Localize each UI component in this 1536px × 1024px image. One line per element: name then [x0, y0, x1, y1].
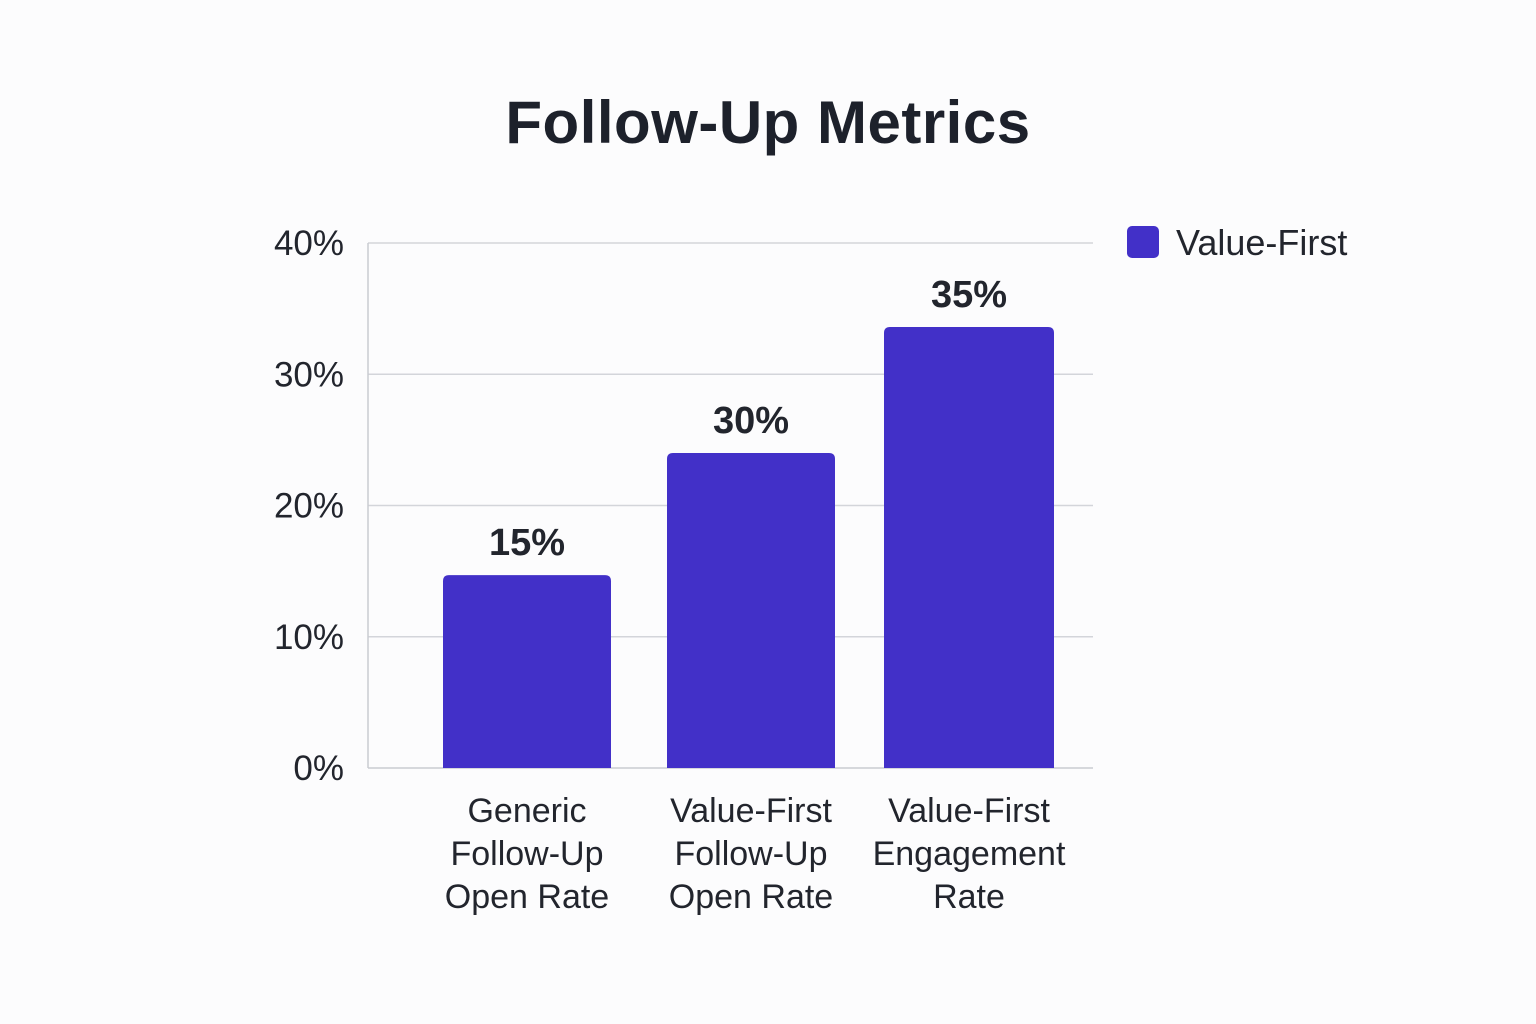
x-category-label: Value-First — [888, 792, 1050, 830]
data-label: 35% — [931, 274, 1007, 316]
chart-title: Follow-Up Metrics — [505, 89, 1031, 156]
x-category-label: Engagement — [873, 835, 1066, 873]
legend-swatch — [1127, 226, 1159, 258]
bar — [443, 575, 611, 768]
x-category-label: Value-First — [670, 792, 832, 830]
y-tick-label: 10% — [274, 618, 344, 657]
legend-label: Value-First — [1176, 222, 1347, 263]
bars — [443, 327, 1054, 768]
data-labels: 15% 30% 35% — [489, 274, 1007, 564]
x-category-label: Follow-Up — [674, 835, 827, 873]
x-category-label: Open Rate — [669, 878, 833, 916]
x-category-label: Generic — [467, 792, 586, 830]
bar — [884, 327, 1054, 768]
x-axis-categories: Generic Follow-Up Open Rate Value-First Foll… — [445, 792, 1066, 916]
legend: Value-First — [1127, 222, 1347, 263]
y-axis-ticks: 0% 10% 20% 30% 40% — [274, 224, 344, 788]
y-tick-label: 30% — [274, 355, 344, 394]
y-tick-label: 0% — [293, 749, 344, 788]
y-tick-label: 20% — [274, 487, 344, 526]
x-category-label: Rate — [933, 878, 1005, 916]
y-tick-label: 40% — [274, 224, 344, 263]
x-category-label: Follow-Up — [450, 835, 603, 873]
bar — [667, 453, 835, 768]
x-category-label: Open Rate — [445, 878, 609, 916]
data-label: 15% — [489, 522, 565, 564]
data-label: 30% — [713, 400, 789, 442]
